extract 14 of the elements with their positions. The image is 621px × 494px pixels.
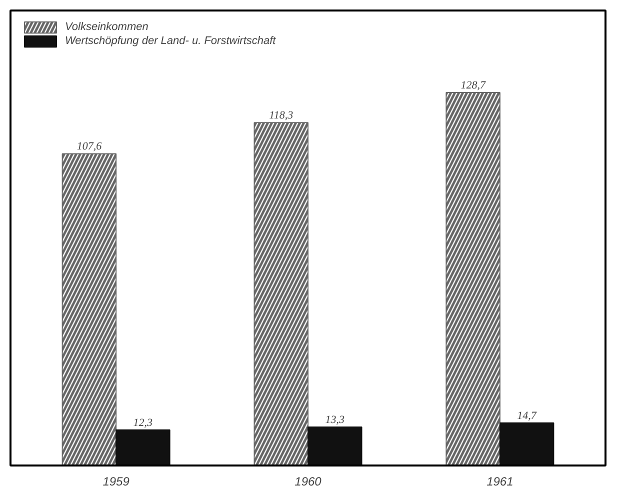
bar	[116, 429, 170, 466]
x-tick-label: 1960	[294, 474, 322, 488]
legend-label: Volkseinkommen	[65, 20, 148, 34]
bar	[308, 426, 362, 466]
data-label: 14,7	[517, 410, 537, 422]
data-label: 118,3	[269, 110, 294, 122]
data-label: 12,3	[133, 416, 154, 429]
bar	[499, 422, 554, 466]
data-label: 107,6	[76, 140, 102, 153]
x-tick-label: 1961	[486, 474, 514, 488]
data-label: 13,3	[325, 414, 345, 426]
data-label: 128,7	[460, 80, 486, 92]
legend-label: Wertschöpfung der Land- u. Forstwirtschaft	[65, 34, 276, 48]
x-tick-label: 1959	[102, 474, 130, 488]
